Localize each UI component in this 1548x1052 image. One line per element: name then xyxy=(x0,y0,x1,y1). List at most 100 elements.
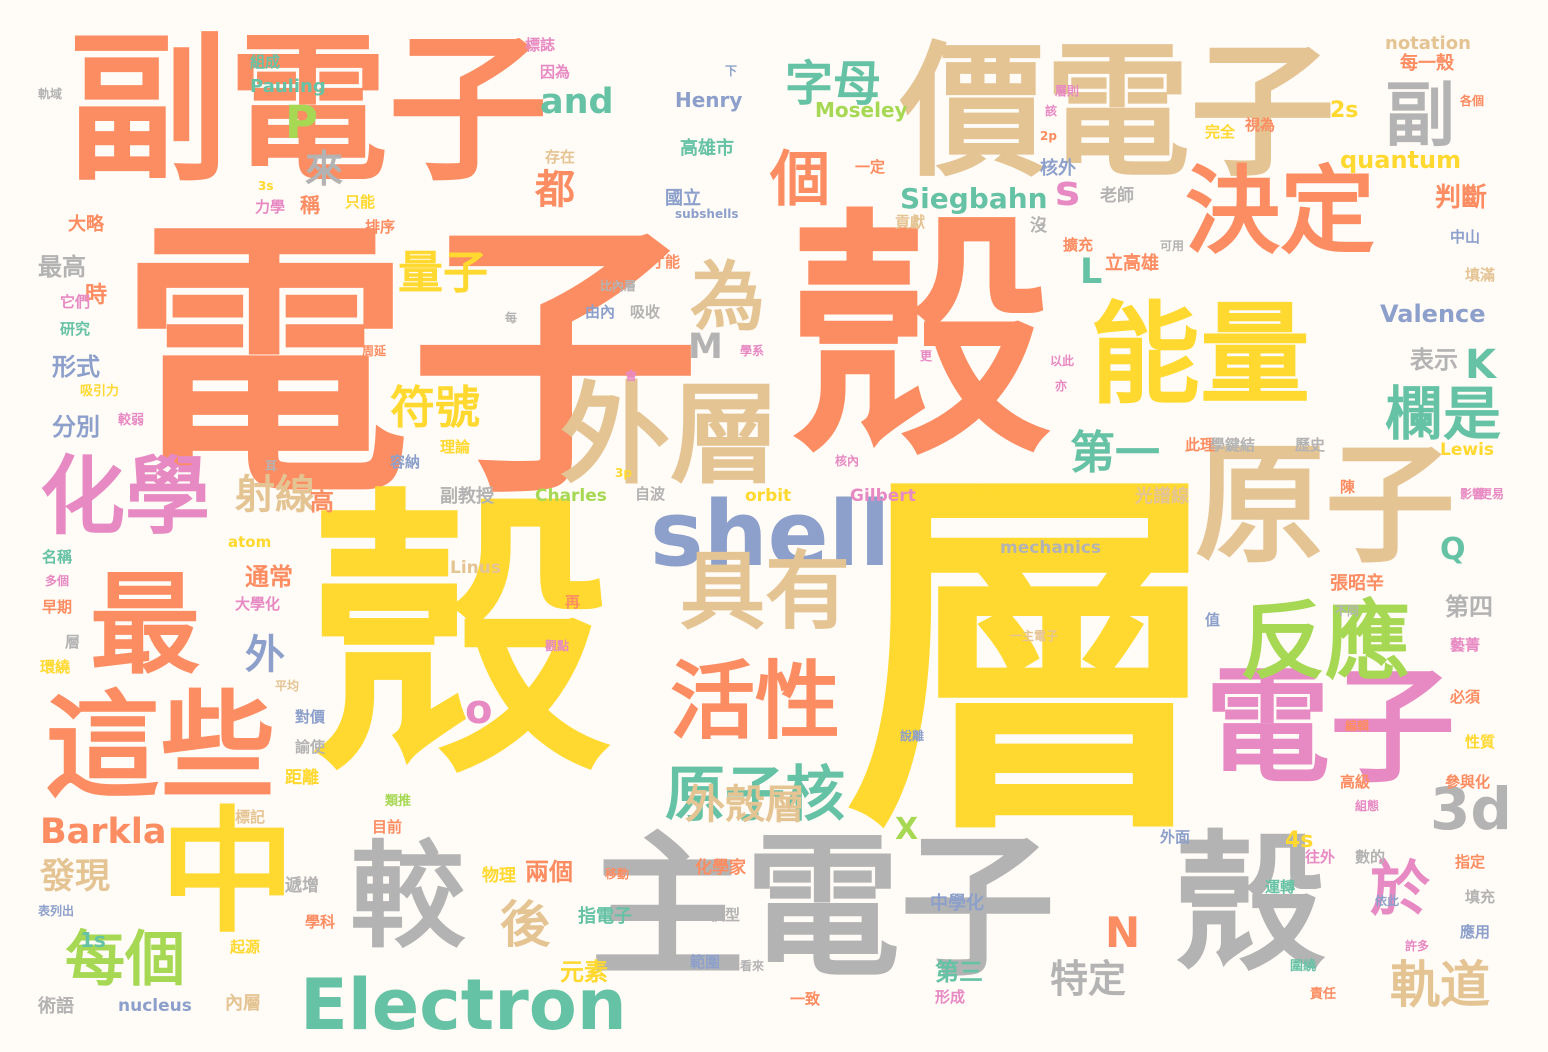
word-cloud-word: 依此 xyxy=(1375,894,1400,908)
word-cloud-word: 只能 xyxy=(345,193,376,211)
word-cloud-word: 外面 xyxy=(1160,828,1191,846)
word-cloud-word: Henry xyxy=(675,88,743,112)
word-cloud-word: 學科 xyxy=(305,913,336,931)
word-cloud-word: 最高 xyxy=(38,253,86,281)
word-cloud-word: 應用 xyxy=(1460,923,1491,941)
word-cloud-word: 目前 xyxy=(372,818,403,836)
word-cloud-word: 較 xyxy=(350,830,466,964)
word-cloud-word: N xyxy=(1105,908,1141,957)
word-cloud-word: 原子核 xyxy=(665,760,845,830)
word-cloud-word: 國立 xyxy=(665,188,701,209)
word-cloud-word: shell xyxy=(650,482,891,587)
word-cloud-word: 判斷 xyxy=(1435,183,1488,213)
word-cloud-word: 術語 xyxy=(38,996,74,1017)
word-cloud-word: 下 xyxy=(725,64,738,78)
word-cloud-word: 通常 xyxy=(245,563,293,591)
word-cloud-word: 外殼層 xyxy=(685,782,805,828)
word-cloud-word: 容納 xyxy=(390,453,421,471)
word-cloud-word: subshells xyxy=(675,207,739,221)
word-cloud-word: 第一 xyxy=(1070,426,1161,479)
word-cloud-word: 影響 xyxy=(1460,487,1485,501)
word-cloud-word: 兩個 xyxy=(525,858,573,886)
word-cloud-word: 名稱 xyxy=(42,548,73,566)
word-cloud-word: 必須 xyxy=(1450,688,1481,706)
word-cloud-word: 這些 xyxy=(45,680,276,814)
word-cloud-word: L xyxy=(1080,252,1103,292)
word-cloud-word: 早期 xyxy=(42,598,73,616)
word-cloud-word: 時 xyxy=(85,283,108,308)
word-cloud-word: 指電子 xyxy=(578,906,632,927)
word-cloud-word: 說離 xyxy=(900,729,925,743)
word-cloud-word: 電子 xyxy=(120,196,700,533)
word-cloud-word: 組態 xyxy=(1355,799,1380,813)
word-cloud-word: 各個 xyxy=(1460,94,1485,108)
word-cloud-word: 存在 xyxy=(545,148,576,166)
word-cloud-word: 力學 xyxy=(255,198,286,216)
word-cloud-word: K xyxy=(1465,342,1496,388)
word-cloud-word: 大學化 xyxy=(235,595,281,613)
word-cloud-word: X xyxy=(895,812,919,847)
word-cloud-word: 一主電子 xyxy=(1010,629,1059,643)
word-cloud-word: 填充 xyxy=(1465,888,1496,906)
word-cloud-word: 由內 xyxy=(585,303,616,321)
word-cloud-word: 稱 xyxy=(300,193,320,217)
word-cloud-word: 藝菁 xyxy=(1450,636,1481,654)
word-cloud-word: 更易 xyxy=(1480,487,1505,501)
word-cloud-word: 1s xyxy=(80,928,106,952)
word-cloud-word: 第三 xyxy=(935,958,983,986)
word-cloud-word: 殼 xyxy=(790,189,1050,491)
word-cloud-word: Siegbahn xyxy=(900,182,1048,215)
word-cloud-word: 耳 xyxy=(265,459,278,473)
word-cloud-word: 視為 xyxy=(1245,116,1276,134)
word-cloud-word: 化學家 xyxy=(695,858,746,878)
word-cloud-word: 發現 xyxy=(40,857,111,897)
word-cloud-word: 3p xyxy=(615,466,632,480)
word-cloud-word: 編輯 xyxy=(1345,719,1370,733)
word-cloud-word: 一定 xyxy=(855,158,886,176)
word-cloud-word: 軌域 xyxy=(38,87,63,101)
word-cloud-word: Q xyxy=(1440,532,1466,567)
word-cloud-word: 更 xyxy=(920,349,933,363)
word-cloud-word: 副電子 xyxy=(68,16,549,203)
word-cloud-word: 能量 xyxy=(1090,291,1310,419)
word-cloud-word: 填滿 xyxy=(1465,266,1496,284)
word-cloud-word: 核外 xyxy=(1040,158,1076,179)
word-cloud-word: Barkla xyxy=(40,812,167,852)
word-cloud-word: 自波 xyxy=(635,485,666,503)
word-cloud-word: 運轉 xyxy=(1265,878,1296,896)
word-cloud-word: 內層 xyxy=(225,993,261,1014)
word-cloud-word: 3d xyxy=(1430,775,1512,843)
word-cloud-word: 副教授 xyxy=(440,486,494,507)
word-cloud-word: 以此 xyxy=(1050,354,1075,368)
word-cloud-word: 核內 xyxy=(835,454,860,468)
word-cloud-word: 於 xyxy=(1370,855,1430,925)
word-cloud-word: 張昭辛 xyxy=(1330,573,1384,594)
word-cloud-word: 比內層 xyxy=(600,279,637,293)
word-cloud-word: 諭使 xyxy=(295,738,326,756)
word-cloud-word: Lewis xyxy=(1440,440,1495,460)
word-cloud-word: 會 xyxy=(625,369,638,383)
word-cloud-word: 具有 xyxy=(680,543,851,642)
word-cloud-word: nucleus xyxy=(118,996,192,1016)
word-cloud-word: 學系 xyxy=(740,344,765,358)
word-cloud-word: 實驗 xyxy=(1125,798,1156,816)
word-cloud-word: 起源 xyxy=(230,938,261,956)
word-cloud-word: 後 xyxy=(500,896,550,954)
word-cloud-word: s xyxy=(1055,166,1080,215)
word-cloud-word: 高雄市 xyxy=(680,138,734,159)
word-cloud-word: P xyxy=(285,96,318,149)
word-cloud-word: 數的 xyxy=(1355,848,1386,866)
word-cloud-word: 學鍵結 xyxy=(1210,436,1256,454)
word-cloud-word: 元素 xyxy=(560,958,608,986)
word-cloud-word: 移動 xyxy=(605,867,630,881)
word-cloud-word: 擴充 xyxy=(1063,236,1094,254)
word-cloud-word: 高 xyxy=(310,488,334,516)
word-cloud-word: Linus xyxy=(450,558,501,578)
word-cloud-word: 較弱 xyxy=(118,413,145,428)
word-cloud-word: o xyxy=(465,687,493,733)
word-cloud-word: 化學 xyxy=(40,448,211,547)
word-cloud-word: 一致 xyxy=(790,990,821,1008)
word-cloud-word: 層則 xyxy=(1055,84,1080,98)
word-cloud-word: 性質 xyxy=(1465,733,1496,751)
